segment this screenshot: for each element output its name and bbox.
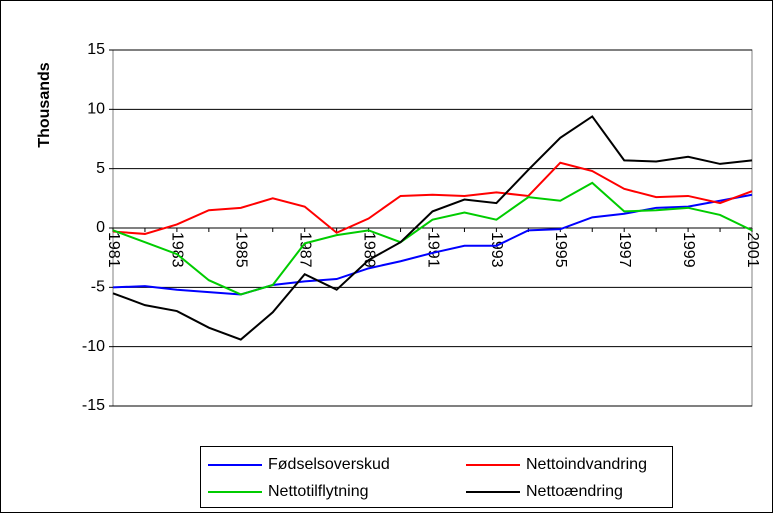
y-axis-label: Thousands <box>36 62 53 147</box>
x-tick-label: 1989 <box>360 232 377 268</box>
y-tick-label: 15 <box>87 41 105 58</box>
legend-label: Fødselsoverskud <box>268 456 390 473</box>
x-tick-label: 1993 <box>488 232 505 268</box>
x-tick-label: 1991 <box>424 232 441 268</box>
x-tick-label: 1983 <box>169 232 186 268</box>
x-tick-label: 1987 <box>296 232 313 268</box>
x-tick-label: 1995 <box>552 232 569 268</box>
series-line <box>112 181 753 296</box>
x-tick-label: 2001 <box>744 232 761 268</box>
y-tick-label: -5 <box>91 279 105 296</box>
y-tick-label: -10 <box>82 338 105 355</box>
x-tick-label: 1997 <box>616 232 633 268</box>
legend-label: Nettotilflytning <box>268 483 369 500</box>
y-tick-label: 5 <box>96 160 105 177</box>
x-tick-label: 1999 <box>680 232 697 268</box>
legend-label: Nettoindvandring <box>526 456 647 473</box>
legend-box <box>200 446 673 508</box>
y-tick-label: 10 <box>87 101 105 118</box>
legend-label: Nettoændring <box>526 483 623 500</box>
x-tick-label: 1985 <box>233 232 250 268</box>
y-tick-label: 0 <box>96 219 105 236</box>
x-tick-label: 1981 <box>105 232 122 268</box>
series-line <box>112 115 753 341</box>
y-tick-label: -15 <box>82 397 105 414</box>
series-line <box>112 161 753 235</box>
